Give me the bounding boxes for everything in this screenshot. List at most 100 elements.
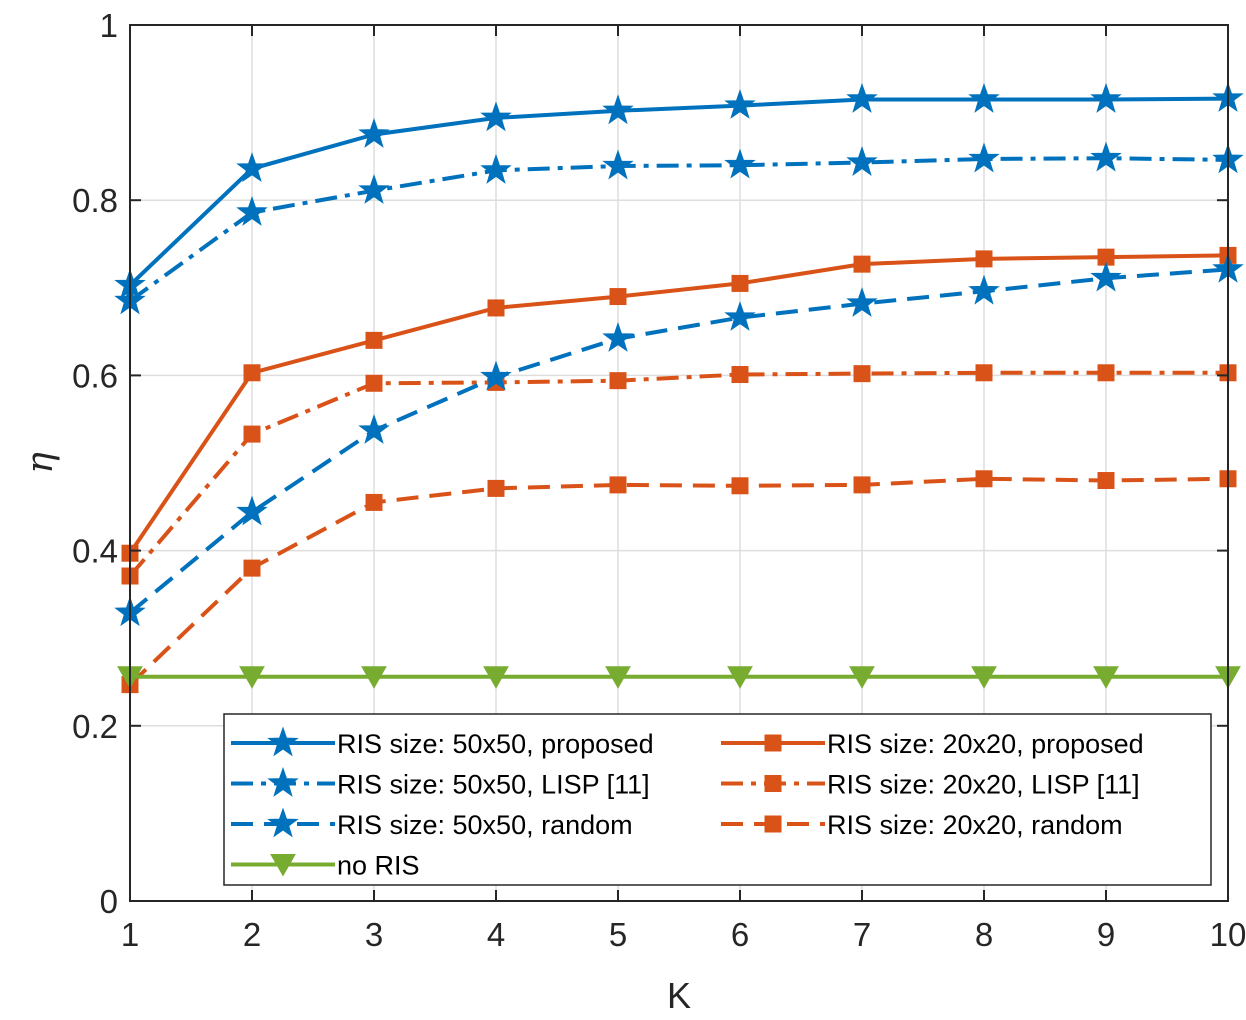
data-point [236,195,268,226]
data-point [724,148,756,179]
legend-marker [764,734,782,752]
x-tick-label: 7 [853,916,871,953]
data-point [243,425,261,443]
series-ris-size-50x50-lisp-11 [114,141,1244,315]
data-point [480,101,512,132]
data-point [358,414,390,444]
plot-frame [129,24,1229,902]
data-point [1090,261,1122,292]
data-point [365,331,383,349]
legend-label: RIS size: 20x20, random [827,810,1123,840]
legend-marker [267,726,299,757]
data-point [239,666,265,689]
data-point [487,479,505,497]
data-point [731,274,749,292]
data-point [975,364,993,382]
data-point [724,89,756,119]
legend-label: RIS size: 50x50, proposed [337,729,654,759]
series-line [128,156,1229,303]
data-point [1090,141,1122,172]
legend-label: RIS size: 20x20, proposed [827,729,1144,759]
data-point [1093,666,1119,689]
data-point [358,117,390,148]
data-point [846,82,878,113]
data-point [609,372,627,390]
data-point [602,322,634,352]
legend-marker [764,815,782,833]
y-axis-label: η [20,452,61,474]
x-axis-label: K [667,975,691,1016]
x-tick-label: 3 [365,916,383,953]
data-point [365,493,383,511]
legend-item: RIS size: 50x50, random [231,807,633,840]
x-tick-label: 8 [975,916,993,953]
y-tick-label: 0.4 [72,533,118,570]
data-point [727,666,753,689]
data-point [853,365,871,383]
legend-item: no RIS [231,851,420,881]
data-point [609,476,627,494]
x-tick-label: 10 [1210,916,1246,953]
series-line [128,476,1229,687]
x-tick-label: 9 [1097,916,1115,953]
legend-marker [764,775,782,792]
legend: RIS size: 50x50, proposed RIS size: 20x20… [223,713,1212,886]
y-tick-label: 0.8 [72,182,118,219]
legend-label: RIS size: 20x20, LISP [11] [827,770,1140,800]
data-point [605,666,631,689]
data-point [846,287,878,317]
data-point [243,559,261,577]
series-line [128,96,1229,287]
series-line [128,370,1228,578]
data-point [236,495,268,526]
legend-label: no RIS [337,851,420,881]
data-point [1097,364,1115,382]
series-line [128,267,1229,615]
legend-label: RIS size: 50x50, LISP [11] [337,770,650,800]
data-point [487,299,505,317]
series-ris-size-20x20-proposed [121,246,1237,562]
data-point [1090,82,1122,113]
data-point [480,153,512,184]
x-tick-label: 4 [487,916,505,953]
legend-label: RIS size: 50x50, random [337,810,633,840]
data-point [968,142,1000,173]
data-point [602,149,634,180]
data-point [236,152,268,183]
x-tick-label: 2 [243,916,261,953]
legend-item: RIS size: 20x20, random [721,810,1123,840]
data-point [602,94,634,125]
x-tick-label: 1 [121,916,139,953]
data-point [243,364,261,382]
data-point [609,288,627,306]
data-point [849,666,875,689]
data-point [1097,472,1115,490]
legend-item: RIS size: 50x50, proposed [231,726,654,759]
series-layer [114,82,1244,694]
data-point [968,82,1000,113]
legend-marker [267,766,299,797]
legend-marker [267,807,299,838]
data-point [724,301,756,331]
series-ris-size-50x50-random [114,252,1244,627]
data-point [971,666,997,689]
data-point [365,374,383,392]
ticks: 1 2 3 4 5 6 7 8 9 10 0 0.2 0.4 0.6 0.8 1 [72,7,1246,953]
data-point [975,470,993,488]
x-tick-label: 6 [731,916,749,953]
legend-item: RIS size: 50x50, LISP [11] [231,766,650,800]
series-ris-size-50x50-proposed [114,82,1244,299]
data-point [358,174,390,204]
data-point [853,476,871,494]
x-tick-label: 5 [609,916,627,953]
data-point [731,477,749,495]
legend-item: RIS size: 20x20, LISP [11] [721,770,1140,800]
y-tick-label: 0.2 [72,708,118,745]
data-point [361,666,387,689]
series-line [128,253,1229,555]
y-tick-label: 1 [100,7,118,44]
series-ris-size-20x20-lisp-11 [121,364,1237,585]
series-no-ris [117,666,1241,689]
